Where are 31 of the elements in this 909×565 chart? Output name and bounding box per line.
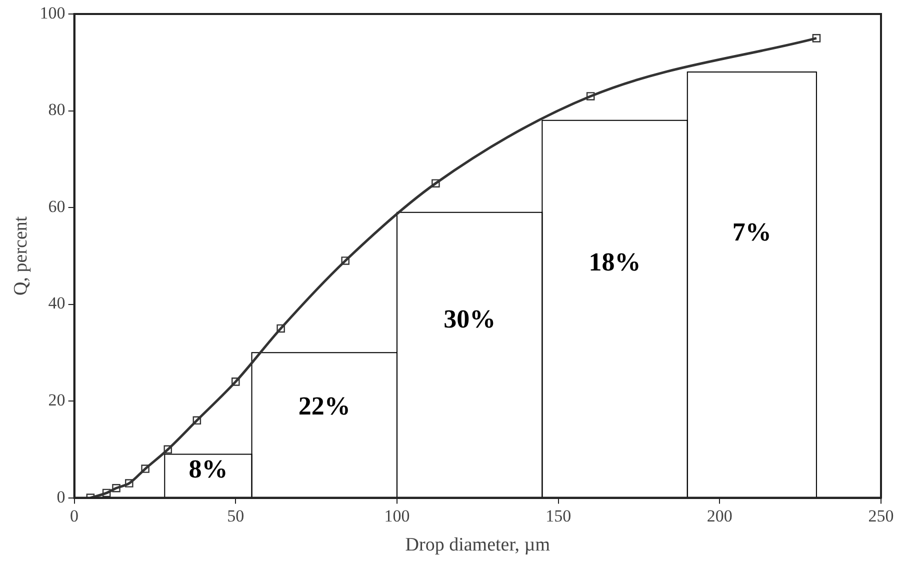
x-tick-label: 50 <box>227 506 244 526</box>
y-tick-label: 80 <box>48 100 66 120</box>
annotation: 18% <box>588 248 641 277</box>
x-tick-label: 250 <box>868 506 894 526</box>
point <box>164 445 172 454</box>
y-axis-title: Q, percent <box>10 216 32 296</box>
x-axis-title: Drop diameter, µm <box>405 534 550 556</box>
point <box>586 92 595 100</box>
y-tick-label: 0 <box>56 487 66 506</box>
x-tick-label: 150 <box>546 506 572 526</box>
x-tick-label: 100 <box>384 506 410 526</box>
y-tick-label: 60 <box>48 196 66 216</box>
annotation: 8% <box>188 454 228 484</box>
y-tick-label: 40 <box>48 294 66 313</box>
x-tick-label: 0 <box>70 506 79 526</box>
point <box>341 256 350 265</box>
point <box>276 324 285 333</box>
point <box>112 484 120 492</box>
annotation: 22% <box>298 392 350 421</box>
point <box>125 479 134 488</box>
point <box>141 464 150 473</box>
point <box>812 34 821 42</box>
point <box>192 416 202 425</box>
y-tick-label: 20 <box>48 390 66 410</box>
point <box>102 488 111 498</box>
point <box>232 378 240 386</box>
point <box>432 179 440 188</box>
annotation: 30% <box>444 304 496 334</box>
y-tick-label: 100 <box>40 3 66 22</box>
x-tick-label: 200 <box>706 506 732 526</box>
annotation: 7% <box>732 218 772 247</box>
